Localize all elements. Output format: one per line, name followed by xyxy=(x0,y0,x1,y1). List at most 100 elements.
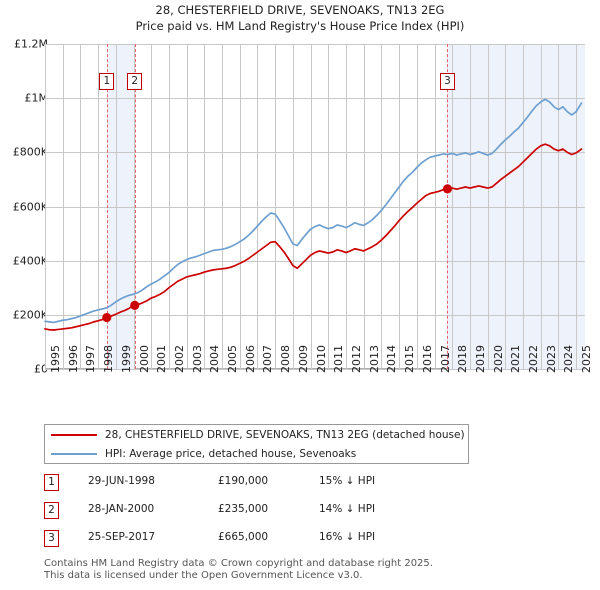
gridline-vertical xyxy=(399,44,400,369)
gridline-vertical xyxy=(488,44,489,369)
gridline-vertical xyxy=(80,44,81,369)
transaction-dot-2 xyxy=(130,300,140,310)
x-tick-label: 2006 xyxy=(243,345,257,373)
x-tick-label: 2025 xyxy=(580,345,594,373)
txn-delta-3: 16% ↓ HPI xyxy=(319,531,376,543)
gridline-vertical xyxy=(541,44,542,369)
gridline-vertical xyxy=(576,44,577,369)
gridline-vertical xyxy=(134,44,135,369)
txn-price-3: £665,000 xyxy=(218,531,269,543)
gridline-vertical xyxy=(558,44,559,369)
table-row: 2 28-JAN-2000 £235,000 14% ↓ HPI xyxy=(44,500,524,528)
gridline-vertical xyxy=(364,44,365,369)
gridline-vertical xyxy=(470,44,471,369)
transaction-dot-1 xyxy=(102,312,112,323)
x-tick-label: 1996 xyxy=(66,345,80,373)
legend-label-price-paid: 28, CHESTERFIELD DRIVE, SEVENOAKS, TN13 … xyxy=(105,428,465,441)
x-tick-label: 1999 xyxy=(119,345,133,373)
gridline-vertical xyxy=(452,44,453,369)
x-tick-label: 1997 xyxy=(84,345,98,373)
page-title: 28, CHESTERFIELD DRIVE, SEVENOAKS, TN13 … xyxy=(0,2,600,34)
x-tick-label: 2002 xyxy=(172,345,186,373)
gridline-vertical xyxy=(328,44,329,369)
x-tick-label: 2020 xyxy=(491,345,505,373)
legend-swatch-price-paid xyxy=(51,433,97,436)
txn-price-1: £190,000 xyxy=(218,475,269,487)
x-tick-label: 2009 xyxy=(296,345,310,373)
gridline-vertical xyxy=(311,44,312,369)
legend-item-price-paid: 28, CHESTERFIELD DRIVE, SEVENOAKS, TN13 … xyxy=(45,425,468,444)
chart-legend: 28, CHESTERFIELD DRIVE, SEVENOAKS, TN13 … xyxy=(44,424,469,464)
y-tick-label: £600K xyxy=(12,200,48,213)
series-line xyxy=(44,143,583,331)
x-tick-label: 2012 xyxy=(349,345,363,373)
x-tick-label: 2018 xyxy=(456,345,470,373)
footer-line-2: This data is licensed under the Open Gov… xyxy=(44,570,363,581)
series-lines xyxy=(44,98,583,331)
txn-marker-1: 1 xyxy=(44,474,59,491)
transactions-table: 1 29-JUN-1998 £190,000 15% ↓ HPI 2 28-JA… xyxy=(44,472,524,556)
txn-date-1: 29-JUN-1998 xyxy=(88,475,155,487)
gridline-vertical xyxy=(381,44,382,369)
y-tick-label: £800K xyxy=(12,145,48,159)
x-tick-label: 1998 xyxy=(102,345,116,373)
gridline-vertical xyxy=(240,44,241,369)
gridline-vertical xyxy=(222,44,223,369)
x-tick-label: 2017 xyxy=(438,345,452,373)
txn-delta-1: 15% ↓ HPI xyxy=(319,475,376,487)
transaction-dot-3 xyxy=(442,184,453,194)
table-row: 3 25-SEP-2017 £665,000 16% ↓ HPI xyxy=(44,528,524,556)
plot-area xyxy=(44,44,585,370)
y-tick-label: £200K xyxy=(12,308,48,322)
event-line-1 xyxy=(106,44,108,369)
x-tick-label: 2005 xyxy=(226,345,240,373)
event-line-2 xyxy=(134,44,136,369)
txn-marker-3: 3 xyxy=(44,530,59,547)
x-tick-label: 2024 xyxy=(562,345,576,373)
event-marker-3[interactable]: 3 xyxy=(439,73,455,90)
gridline-vertical xyxy=(63,44,64,369)
legend-swatch-hpi xyxy=(51,452,97,455)
gridline-horizontal xyxy=(45,261,585,262)
gridline-horizontal xyxy=(45,98,585,99)
gridline-horizontal xyxy=(45,369,585,370)
x-tick-label: 2004 xyxy=(208,345,222,373)
gridline-vertical xyxy=(151,44,152,369)
gridline-vertical xyxy=(523,44,524,369)
footer: Contains HM Land Registry data © Crown c… xyxy=(44,558,564,582)
x-tick-label: 2000 xyxy=(137,345,151,373)
x-tick-label: 2019 xyxy=(473,345,487,373)
event-marker-1[interactable]: 1 xyxy=(99,73,115,90)
txn-delta-2: 14% ↓ HPI xyxy=(319,503,376,515)
y-tick-label: £1M xyxy=(24,91,49,105)
event-marker-2[interactable]: 2 xyxy=(127,73,143,90)
y-tick-label: £400K xyxy=(12,254,48,268)
title-line-1: 28, CHESTERFIELD DRIVE, SEVENOAKS, TN13 … xyxy=(155,3,445,17)
gridline-vertical xyxy=(293,44,294,369)
gridline-vertical xyxy=(45,44,46,369)
x-tick-label: 2022 xyxy=(527,345,541,373)
title-line-2: Price paid vs. HM Land Registry's House … xyxy=(135,19,465,33)
gridline-horizontal xyxy=(45,152,585,153)
gridline-horizontal xyxy=(45,315,585,316)
x-tick-label: 2011 xyxy=(332,345,346,373)
y-tick-label: £0 xyxy=(34,362,48,376)
gridline-vertical xyxy=(275,44,276,369)
legend-label-hpi: HPI: Average price, detached house, Seve… xyxy=(105,447,357,460)
table-row: 1 29-JUN-1998 £190,000 15% ↓ HPI xyxy=(44,472,524,500)
x-tick-label: 2008 xyxy=(279,345,293,373)
gridline-vertical xyxy=(257,44,258,369)
gridline-vertical xyxy=(169,44,170,369)
gridline-horizontal xyxy=(45,44,585,45)
txn-price-2: £235,000 xyxy=(218,503,269,515)
gridline-vertical xyxy=(505,44,506,369)
x-tick-label: 2010 xyxy=(314,345,328,373)
x-tick-label: 2003 xyxy=(190,345,204,373)
footer-line-1: Contains HM Land Registry data © Crown c… xyxy=(44,558,433,569)
x-tick-label: 2016 xyxy=(420,345,434,373)
x-tick-label: 2001 xyxy=(155,345,169,373)
x-tick-label: 1995 xyxy=(49,345,62,373)
x-tick-label: 2023 xyxy=(544,345,558,373)
gridline-horizontal xyxy=(45,207,585,208)
